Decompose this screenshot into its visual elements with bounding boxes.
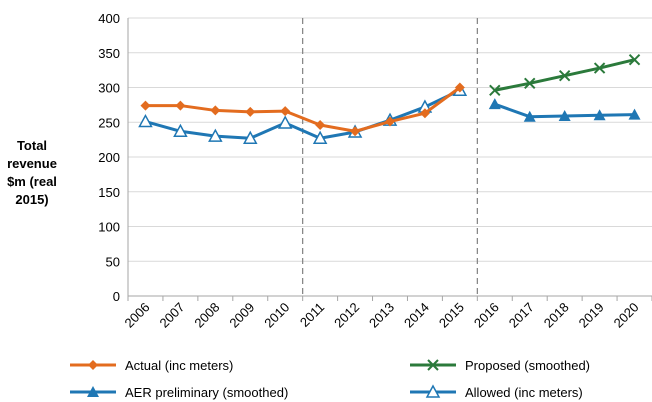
series-actual-inc-meters — [140, 82, 465, 137]
data-point-diamond — [419, 108, 430, 119]
legend-label: Allowed (inc meters) — [465, 385, 583, 400]
y-tick-label: 0 — [113, 289, 120, 304]
x-tick-label: 2020 — [611, 300, 642, 331]
data-point-diamond — [385, 116, 395, 127]
data-point-diamond — [88, 360, 98, 370]
period-dividers — [302, 18, 478, 296]
x-tick-label: 2017 — [506, 300, 537, 331]
y-tick-label: 250 — [98, 115, 120, 130]
x-tick-label: 2013 — [366, 300, 397, 331]
x-tick-label: 2018 — [541, 300, 572, 331]
y-tick-label: 400 — [98, 11, 120, 26]
y-tick-label: 350 — [98, 46, 120, 61]
data-point-diamond — [140, 100, 151, 111]
series-proposed-smoothed — [489, 53, 641, 96]
data-point-triangle — [87, 386, 99, 397]
legend-label: Proposed (smoothed) — [465, 358, 590, 373]
series-lines — [138, 53, 641, 144]
data-point-x — [628, 53, 641, 66]
legend-label: Actual (inc meters) — [125, 358, 233, 373]
data-point-diamond — [175, 100, 186, 111]
x-tick-label: 2016 — [471, 300, 502, 331]
series-line — [145, 86, 461, 133]
data-point-triangle-open — [173, 123, 188, 138]
x-tick-label: 2011 — [297, 300, 327, 330]
y-tick-label: 50 — [106, 254, 120, 269]
y-axis-label-line: Total — [17, 138, 47, 153]
x-tick-label: 2007 — [156, 300, 187, 331]
x-tick-label: 2009 — [226, 300, 257, 331]
legend-item: Proposed (smoothed) — [410, 358, 590, 373]
y-tick-label: 200 — [98, 150, 120, 165]
y-tick-labels: 0 50 100 150 200 250 300 350 400 — [98, 11, 120, 304]
legend-item: Allowed (inc meters) — [410, 384, 583, 400]
data-point-triangle-open — [277, 115, 293, 129]
data-point-triangle-open — [208, 128, 223, 142]
data-point-diamond — [350, 126, 361, 137]
x-tick-label: 2015 — [436, 300, 467, 331]
x-marker-stroke — [489, 84, 501, 96]
data-point-triangle — [593, 109, 606, 121]
y-axis-label-line: 2015) — [15, 192, 48, 207]
x-tick-label: 2014 — [401, 300, 432, 331]
axes — [127, 18, 652, 301]
data-point-x — [427, 359, 439, 371]
legend-item: Actual (inc meters) — [70, 358, 233, 373]
y-tick-label: 150 — [98, 185, 120, 200]
data-point-x — [558, 69, 571, 82]
data-point-triangle — [488, 98, 501, 110]
x-marker-stroke — [558, 69, 571, 82]
data-point-diamond — [280, 106, 291, 117]
legend-label: AER preliminary (smoothed) — [125, 385, 288, 400]
x-marker-stroke — [593, 62, 606, 74]
x-marker-stroke — [427, 359, 439, 371]
x-tick-label: 2012 — [331, 300, 362, 331]
data-point-triangle-open — [138, 113, 153, 128]
data-point-triangle-open — [425, 384, 441, 398]
data-point-diamond — [245, 106, 256, 117]
legend: Actual (inc meters) Proposed (smoothed) AE… — [70, 358, 590, 400]
data-point-triangle-open — [312, 130, 328, 144]
series-line — [145, 88, 461, 140]
x-tick-label: 2008 — [191, 300, 222, 331]
x-marker-stroke — [628, 53, 641, 66]
data-point-triangle — [523, 110, 536, 122]
gridlines — [128, 17, 652, 262]
data-point-x — [489, 84, 501, 96]
y-axis-label: Total revenue $m (real 2015) — [7, 138, 57, 207]
data-point-triangle — [558, 109, 571, 121]
x-tick-label: 2006 — [122, 300, 153, 331]
x-tick-labels: 2006 2007 2008 2009 2010 2011 2012 2013 2014 2015… — [122, 300, 642, 331]
y-axis-label-line: $m (real — [7, 174, 57, 189]
data-point-x — [593, 62, 606, 74]
y-axis-label-line: revenue — [7, 156, 57, 171]
data-point-diamond — [210, 105, 221, 116]
data-point-diamond — [454, 82, 465, 93]
x-tick-label: 2010 — [261, 300, 292, 331]
legend-item: AER preliminary (smoothed) — [70, 385, 288, 400]
series-aer-preliminary-smoothed — [488, 98, 641, 122]
data-point-diamond — [315, 120, 326, 131]
y-tick-label: 100 — [98, 220, 120, 235]
x-tick-label: 2019 — [576, 300, 607, 331]
data-point-x — [524, 77, 536, 90]
y-tick-label: 300 — [98, 81, 120, 96]
data-point-triangle — [628, 108, 641, 120]
data-point-triangle-open — [243, 130, 258, 144]
x-marker-stroke — [524, 77, 536, 90]
